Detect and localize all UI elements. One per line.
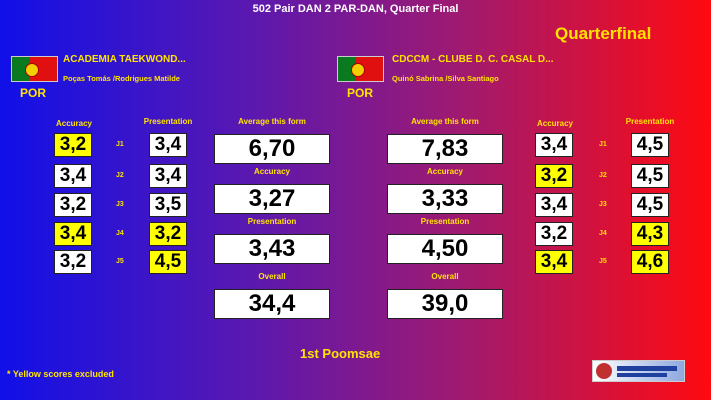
judge-label: J2 xyxy=(116,172,124,179)
judge-label: J3 xyxy=(116,201,124,208)
summary-score: 3,43 xyxy=(214,234,330,264)
summary-label: Overall xyxy=(431,272,459,281)
summary-score: 4,50 xyxy=(387,234,503,264)
summary-label: Accuracy xyxy=(253,167,291,176)
country-code: POR xyxy=(20,86,47,100)
judge-score: 3,2 xyxy=(54,133,92,157)
round-label: Quarterfinal xyxy=(555,24,652,43)
column-header: Presentation xyxy=(143,117,193,126)
summary-label: Average this form xyxy=(411,117,479,126)
judge-label: J4 xyxy=(599,230,607,237)
judge-score: 3,4 xyxy=(535,250,573,274)
judge-score: 3,2 xyxy=(149,222,187,246)
judge-score: 3,2 xyxy=(535,164,573,188)
judge-score: 3,4 xyxy=(535,133,573,157)
judge-score: 4,5 xyxy=(631,193,669,217)
judge-label: J2 xyxy=(599,172,607,179)
column-header: Presentation xyxy=(625,117,675,126)
judge-score: 3,4 xyxy=(149,133,187,157)
summary-score: 39,0 xyxy=(387,289,503,319)
summary-score: 7,83 xyxy=(387,134,503,164)
judge-score: 3,2 xyxy=(535,222,573,246)
team-members: Poças Tomás /Rodrigues Matilde xyxy=(63,74,180,83)
judge-label: J3 xyxy=(599,201,607,208)
judge-score: 4,6 xyxy=(631,250,669,274)
column-header: Accuracy xyxy=(55,119,93,128)
summary-score: 34,4 xyxy=(214,289,330,319)
judge-score: 3,5 xyxy=(149,193,187,217)
judge-score: 4,5 xyxy=(149,250,187,274)
judge-score: 4,5 xyxy=(631,133,669,157)
footnote: * Yellow scores excluded xyxy=(7,369,114,379)
judge-score: 3,4 xyxy=(54,164,92,188)
summary-score: 3,27 xyxy=(214,184,330,214)
summary-label: Overall xyxy=(258,272,286,281)
summary-score: 3,33 xyxy=(387,184,503,214)
sponsor-logo xyxy=(592,360,685,382)
judge-score: 3,2 xyxy=(54,193,92,217)
judge-score: 4,3 xyxy=(631,222,669,246)
summary-score: 6,70 xyxy=(214,134,330,164)
judge-score: 3,4 xyxy=(149,164,187,188)
summary-label: Presentation xyxy=(420,217,470,226)
summary-label: Presentation xyxy=(247,217,297,226)
judge-label: J4 xyxy=(116,230,124,237)
judge-label: J1 xyxy=(599,141,607,148)
judge-label: J5 xyxy=(599,258,607,265)
judge-score: 3,4 xyxy=(54,222,92,246)
event-title: 502 Pair DAN 2 PAR-DAN, Quarter Final xyxy=(252,3,459,15)
judge-score: 3,4 xyxy=(535,193,573,217)
country-flag xyxy=(11,56,58,82)
summary-label: Average this form xyxy=(238,117,306,126)
team-members: Quinó Sabrina /Silva Santiago xyxy=(392,74,499,83)
judge-score: 3,2 xyxy=(54,250,92,274)
column-header: Accuracy xyxy=(536,119,574,128)
country-code: POR xyxy=(347,86,374,100)
summary-label: Accuracy xyxy=(426,167,464,176)
team-name: CDCCM - CLUBE D. C. CASAL D... xyxy=(392,54,554,65)
judge-label: J5 xyxy=(116,258,124,265)
judge-label: J1 xyxy=(116,141,124,148)
country-flag xyxy=(337,56,384,82)
judge-score: 4,5 xyxy=(631,164,669,188)
team-name: ACADEMIA TAEKWOND... xyxy=(63,54,186,65)
form-label: 1st Poomsae xyxy=(300,346,381,361)
